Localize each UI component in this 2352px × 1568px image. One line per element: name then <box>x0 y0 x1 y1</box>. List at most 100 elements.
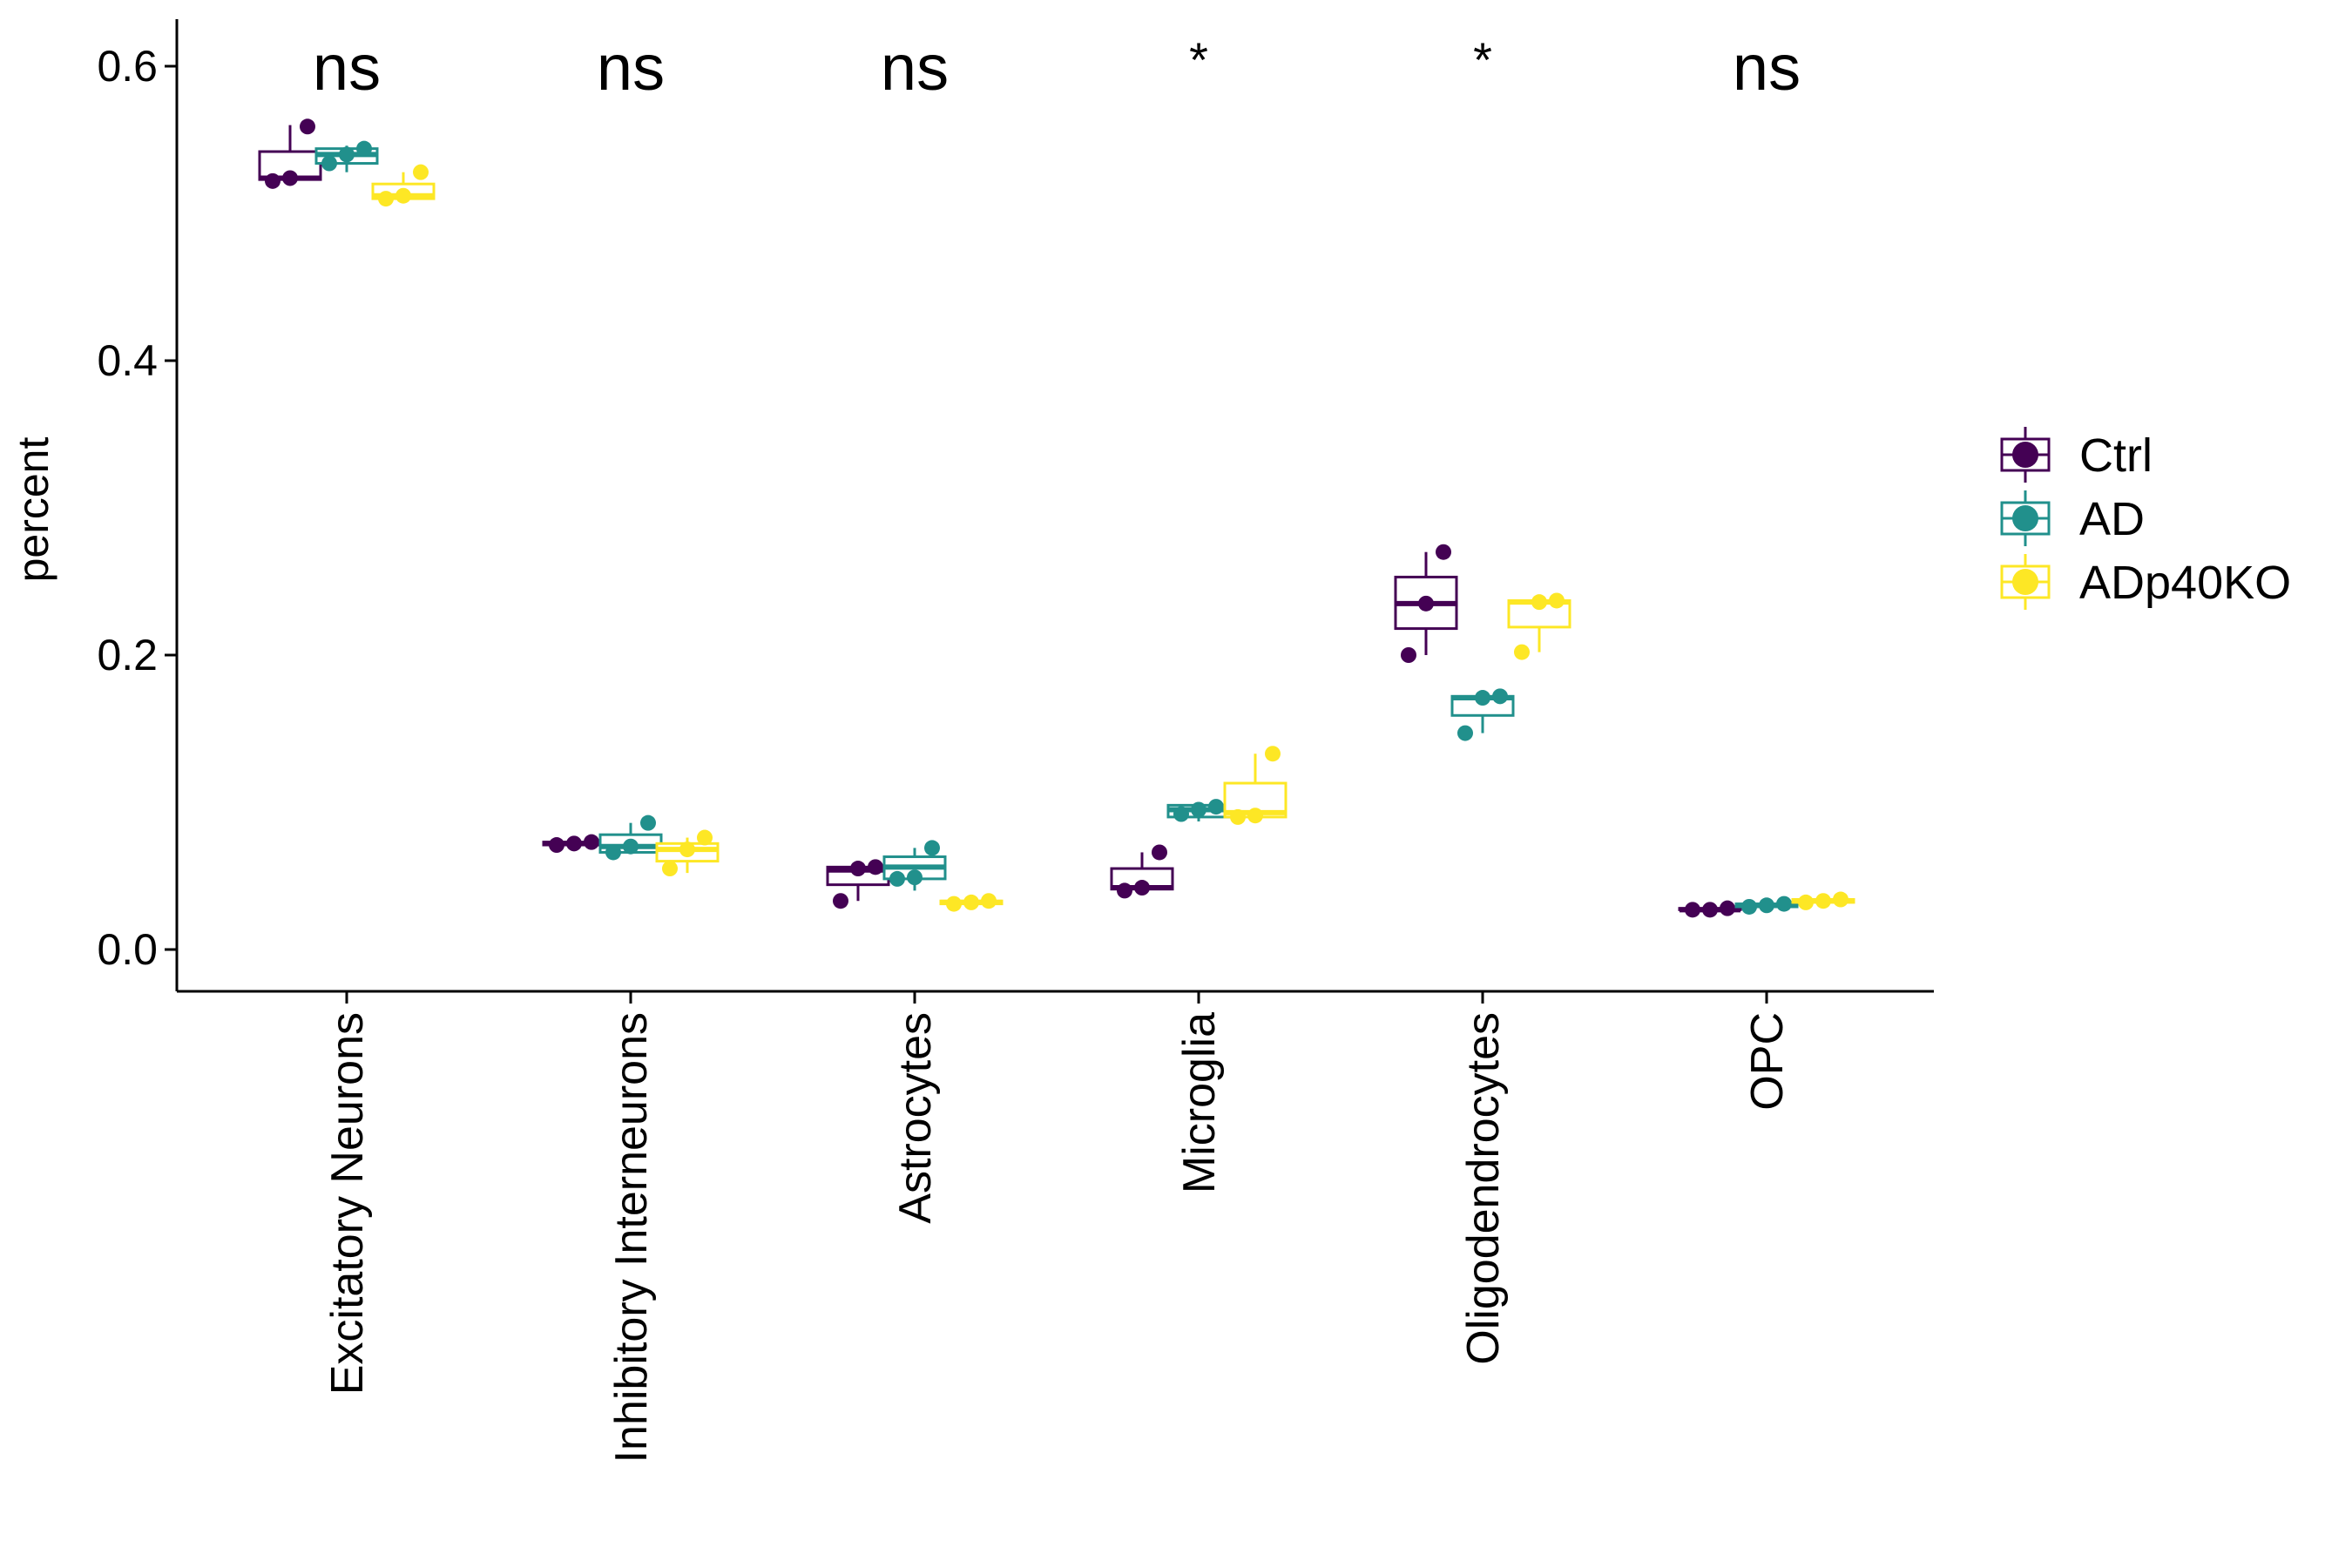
data-point <box>981 893 997 909</box>
data-point <box>1833 891 1848 908</box>
data-point <box>850 861 866 877</box>
legend-item-ctrl: Ctrl <box>2000 427 2153 483</box>
box-ctrl <box>1678 900 1742 918</box>
data-point <box>1173 806 1189 822</box>
y-tick-label: 0.6 <box>97 42 158 91</box>
data-point <box>868 859 883 875</box>
significance-label: ns <box>313 31 381 104</box>
box-ctrl <box>1110 844 1174 899</box>
data-point <box>566 835 582 852</box>
data-point <box>1418 595 1434 612</box>
box-ctrl <box>542 834 606 854</box>
box-ad <box>1734 896 1799 915</box>
data-point <box>356 140 372 157</box>
legend-label: Ctrl <box>2079 429 2153 482</box>
data-point <box>1776 896 1792 912</box>
data-point <box>1798 894 1814 910</box>
data-point <box>1152 844 1167 861</box>
data-point <box>697 829 713 846</box>
significance-label: * <box>1473 32 1492 87</box>
box-adp40ko <box>371 164 436 207</box>
y-axis: 0.0 0.2 0.4 0.6 <box>97 19 179 991</box>
box-adp40ko <box>655 829 720 877</box>
data-point <box>321 155 337 172</box>
data-point <box>889 870 905 887</box>
data-point <box>549 837 564 854</box>
legend-label: AD <box>2079 493 2145 545</box>
data-point <box>378 191 394 207</box>
box-adp40ko <box>1223 746 1288 825</box>
data-point <box>907 869 923 886</box>
y-tick-label: 0.0 <box>97 925 158 974</box>
data-point <box>1741 898 1757 915</box>
legend: Ctrl AD ADp40KO <box>2000 427 2291 610</box>
data-point <box>1492 688 1508 705</box>
legend-key-point <box>2012 442 2038 468</box>
data-point <box>1401 647 1416 663</box>
data-point <box>1549 592 1565 609</box>
data-point <box>1265 746 1281 762</box>
legend-key-point <box>2012 569 2038 595</box>
y-tick-label: 0.2 <box>97 631 158 679</box>
x-tick-label: Excitatory Neurons <box>322 1012 373 1395</box>
data-point <box>662 861 678 877</box>
x-tick-label: Oligodendrocytes <box>1458 1012 1509 1365</box>
data-point <box>679 841 695 858</box>
data-point <box>1475 690 1490 706</box>
data-point <box>1247 808 1263 824</box>
data-point <box>1208 799 1224 815</box>
data-point <box>300 118 315 135</box>
data-point <box>1117 882 1132 899</box>
data-point <box>584 834 599 850</box>
box-ad <box>1450 688 1515 741</box>
data-point <box>1230 808 1246 825</box>
data-point <box>1457 725 1473 741</box>
x-tick-label: Astrocytes <box>890 1012 941 1224</box>
data-point <box>1720 900 1735 916</box>
data-point <box>1514 644 1530 660</box>
data-point <box>963 894 979 910</box>
x-tick-label: OPC <box>1742 1012 1793 1111</box>
box-adp40ko <box>1791 891 1855 910</box>
data-point <box>265 172 280 189</box>
data-point <box>1759 897 1774 914</box>
significance-label: ns <box>1733 31 1801 104</box>
data-point <box>1191 801 1206 818</box>
legend-label: ADp40KO <box>2079 557 2291 609</box>
x-axis: Excitatory Neurons Inhibitory Interneuron… <box>177 990 1934 1463</box>
box-ad <box>598 814 663 861</box>
data-point <box>1134 880 1150 896</box>
box-ad <box>314 140 379 172</box>
data-point <box>1436 544 1451 560</box>
data-point <box>1702 902 1718 918</box>
plot-area <box>258 118 1855 918</box>
data-point <box>924 840 940 856</box>
x-tick-label: Inhibitory Interneurons <box>606 1012 657 1463</box>
y-tick-label: 0.4 <box>97 336 158 385</box>
significance-label: ns <box>597 31 665 104</box>
legend-item-adp40ko: ADp40KO <box>2000 554 2291 610</box>
box-ctrl <box>826 859 890 909</box>
x-tick-label: Microglia <box>1174 1012 1225 1193</box>
data-point <box>282 170 298 186</box>
box-ctrl <box>1394 544 1458 663</box>
significance-label: * <box>1189 32 1208 87</box>
data-point <box>1815 893 1831 909</box>
box-ad <box>1166 799 1231 822</box>
significance-label: ns <box>881 31 949 104</box>
data-point <box>413 164 429 180</box>
y-axis-title: percent <box>9 437 57 583</box>
data-point <box>1685 902 1700 918</box>
legend-item-ad: AD <box>2000 490 2145 546</box>
data-point <box>1531 594 1547 611</box>
data-point <box>640 814 656 831</box>
box-adp40ko <box>1507 592 1571 660</box>
data-point <box>339 146 355 163</box>
box-ad <box>882 840 947 891</box>
legend-key-point <box>2012 505 2038 531</box>
box-ctrl <box>258 118 322 189</box>
data-point <box>623 838 639 855</box>
data-point <box>395 187 411 204</box>
data-point <box>605 844 621 861</box>
